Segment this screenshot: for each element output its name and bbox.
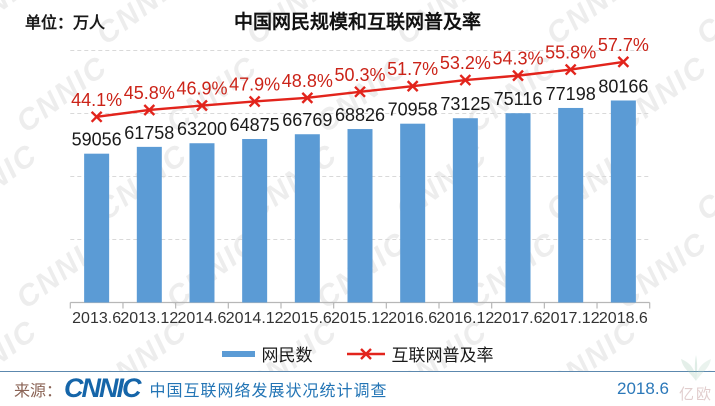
svg-text:64875: 64875: [230, 115, 280, 135]
svg-text:66769: 66769: [282, 110, 332, 130]
svg-text:61758: 61758: [124, 123, 174, 143]
svg-text:2017.6: 2017.6: [494, 310, 543, 327]
legend-item-penetration: 互联网普及率: [346, 341, 494, 366]
svg-text:47.9%: 47.9%: [229, 74, 280, 94]
svg-text:2016.6: 2016.6: [388, 310, 437, 327]
svg-text:53.2%: 53.2%: [440, 53, 491, 73]
svg-text:2013.6: 2013.6: [72, 310, 121, 327]
svg-text:59056: 59056: [72, 130, 122, 150]
report-date: 2018.6: [617, 379, 669, 398]
source-label: 来源：: [14, 383, 63, 400]
svg-text:45.8%: 45.8%: [124, 83, 175, 103]
svg-text:57.7%: 57.7%: [598, 35, 649, 55]
line-series-swatch: [346, 347, 385, 360]
svg-text:50.3%: 50.3%: [334, 65, 385, 85]
svg-text:70958: 70958: [388, 100, 438, 120]
svg-text:48.8%: 48.8%: [282, 71, 333, 91]
svg-text:73125: 73125: [440, 94, 490, 114]
chart-legend: 网民数 互联网普及率: [0, 341, 715, 366]
svg-text:2015.6: 2015.6: [283, 310, 332, 327]
svg-text:46.9%: 46.9%: [176, 79, 227, 99]
combo-chart: 59056 2013.6 61758 2013.12 63200 2014.6 64875 2…: [69, 35, 651, 327]
svg-text:68826: 68826: [335, 105, 385, 125]
cnnic-logo: CNNIC: [64, 372, 141, 403]
svg-text:2015.12: 2015.12: [331, 310, 389, 327]
source-title: 中国互联网络发展状况统计调查: [149, 383, 388, 400]
legend-item-netizens: 网民数: [221, 341, 313, 366]
svg-text:55.8%: 55.8%: [545, 43, 596, 63]
unit-label: 单位：万人: [25, 15, 106, 32]
svg-text:2014.6: 2014.6: [178, 310, 227, 327]
chart-title: 中国网民规模和互联网普及率: [233, 12, 481, 33]
legend-label-penetration: 互联网普及率: [391, 346, 494, 365]
svg-text:2017.12: 2017.12: [542, 310, 600, 327]
svg-text:54.3%: 54.3%: [492, 49, 543, 69]
svg-text:2014.12: 2014.12: [226, 310, 284, 327]
svg-text:2018.6: 2018.6: [599, 310, 648, 327]
svg-text:80166: 80166: [598, 76, 648, 96]
bar-series-swatch: [221, 350, 255, 357]
svg-text:44.1%: 44.1%: [71, 90, 122, 110]
footer-bar: 来源： CNNIC 中国互联网络发展状况统计调查 2018.6: [0, 371, 715, 406]
svg-text:75116: 75116: [494, 89, 543, 109]
svg-text:51.7%: 51.7%: [387, 59, 438, 79]
legend-label-netizens: 网民数: [261, 346, 313, 365]
svg-text:2016.12: 2016.12: [436, 310, 494, 327]
svg-text:2013.12: 2013.12: [120, 310, 178, 327]
svg-text:77198: 77198: [546, 84, 596, 104]
svg-text:63200: 63200: [177, 119, 227, 139]
